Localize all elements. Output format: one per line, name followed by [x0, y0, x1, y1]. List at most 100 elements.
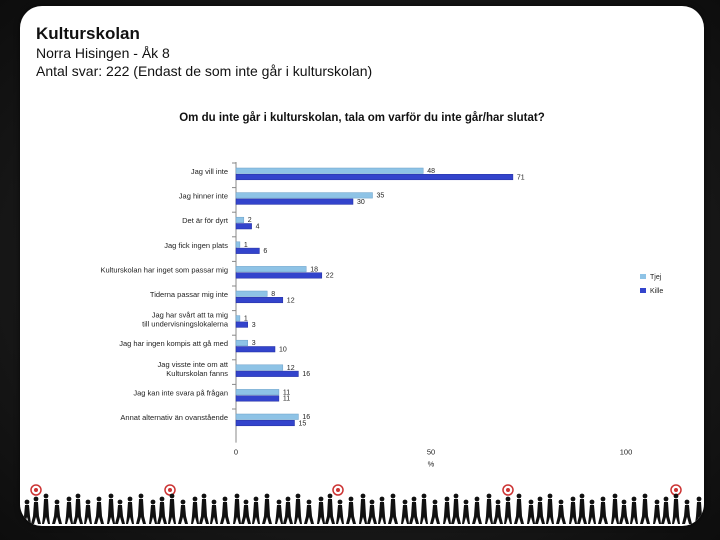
person-silhouette [547, 493, 553, 499]
person-silhouette [294, 499, 302, 524]
bar-tjej [235, 290, 268, 297]
person-silhouette [243, 499, 249, 505]
person-silhouette [654, 499, 660, 505]
data-label-tjej: 12 [287, 365, 295, 372]
data-label-tjej: 1 [244, 242, 248, 249]
person-silhouette [369, 499, 375, 505]
category-label: Annat alternativ än ovanstående [120, 413, 228, 422]
category-label: Jag kan inte svara på frågan [133, 388, 228, 397]
bar-tjej [235, 389, 280, 396]
person-silhouette [42, 499, 50, 524]
bar-kille [235, 198, 354, 205]
person-silhouette [85, 499, 91, 505]
person-silhouette [451, 499, 461, 524]
person-silhouette [430, 505, 440, 524]
target-icon [506, 488, 510, 492]
person-silhouette [453, 493, 459, 499]
target-icon [502, 484, 514, 496]
person-silhouette [317, 502, 325, 524]
person-silhouette [600, 496, 606, 502]
category-label: Jag visste inte om att Kulturskolan fanns [158, 360, 229, 378]
data-label-tjej: 8 [271, 291, 275, 298]
person-silhouette [444, 496, 450, 502]
person-silhouette [527, 505, 535, 524]
person-silhouette [24, 499, 30, 505]
person-silhouette [556, 505, 566, 524]
person-silhouette [673, 493, 679, 499]
person-silhouette [642, 493, 648, 499]
category-label: Jag hinner inte [179, 192, 228, 201]
person-silhouette [462, 505, 470, 524]
person-silhouette [233, 499, 241, 524]
person-silhouette [495, 499, 501, 505]
person-silhouette [696, 496, 702, 502]
person-silhouette [653, 505, 661, 524]
slide-title: Kulturskolan [36, 24, 140, 43]
person-silhouette [463, 499, 469, 505]
person-silhouette [107, 499, 115, 524]
chart-title: Om du inte går i kulturskolan, tala om v… [179, 112, 545, 124]
person-silhouette [191, 502, 199, 524]
bar-kille [235, 420, 295, 427]
legend-label-kille: Kille [650, 288, 663, 295]
person-silhouette [588, 505, 596, 524]
person-silhouette [535, 502, 545, 524]
x-tick-label: 100 [620, 448, 633, 457]
bar-kille [235, 247, 260, 254]
person-silhouette [619, 505, 629, 524]
person-silhouette [252, 502, 260, 524]
bar-tjej [235, 241, 241, 248]
person-silhouette [569, 502, 577, 524]
person-silhouette [325, 499, 335, 524]
x-tick-label: 0 [234, 448, 238, 457]
person-silhouette [661, 502, 671, 524]
person-silhouette [306, 499, 312, 505]
category-label: Jag har ingen kompis att gå med [119, 339, 228, 348]
person-silhouette [360, 493, 366, 499]
bar-kille [235, 272, 323, 279]
person-silhouette [443, 502, 451, 524]
category-label: Tiderna passar mig inte [150, 290, 228, 299]
person-silhouette [336, 505, 344, 524]
person-silhouette [180, 499, 186, 505]
person-silhouette [390, 493, 396, 499]
data-label-kille: 15 [299, 420, 307, 427]
person-silhouette [663, 496, 669, 502]
bar-kille [235, 395, 280, 402]
person-silhouette [210, 505, 218, 524]
person-silhouette [672, 499, 680, 524]
person-silhouette [33, 496, 39, 502]
person-silhouette [579, 493, 585, 499]
data-label-tjej: 18 [310, 266, 318, 273]
person-silhouette [612, 493, 618, 499]
person-silhouette [378, 502, 386, 524]
person-silhouette [505, 496, 511, 502]
person-silhouette [327, 493, 333, 499]
person-silhouette [432, 499, 438, 505]
bar-tjej [235, 192, 373, 199]
person-silhouette [337, 499, 343, 505]
person-silhouette [168, 499, 176, 524]
data-label-kille: 3 [252, 322, 256, 329]
legend-swatch-tjej [640, 274, 646, 279]
target-icon [332, 484, 344, 496]
bar-tjej [235, 339, 248, 346]
person-silhouette [295, 493, 301, 499]
person-silhouette [127, 496, 133, 502]
person-silhouette [402, 499, 408, 505]
person-silhouette [73, 499, 83, 524]
data-label-kille: 22 [326, 273, 334, 280]
person-silhouette [23, 505, 31, 524]
bar-tjej [235, 364, 284, 371]
person-silhouette [117, 499, 123, 505]
person-silhouette [178, 505, 188, 524]
bar-kille [235, 346, 276, 353]
person-silhouette [304, 505, 314, 524]
person-silhouette [472, 502, 482, 524]
bar-kille [235, 321, 248, 328]
slide-header: Kulturskolan Norra Hisingen - Åk 8 Antal… [36, 24, 372, 80]
data-label-tjej: 2 [248, 217, 252, 224]
data-label-kille: 30 [357, 199, 365, 206]
person-silhouette [96, 496, 102, 502]
